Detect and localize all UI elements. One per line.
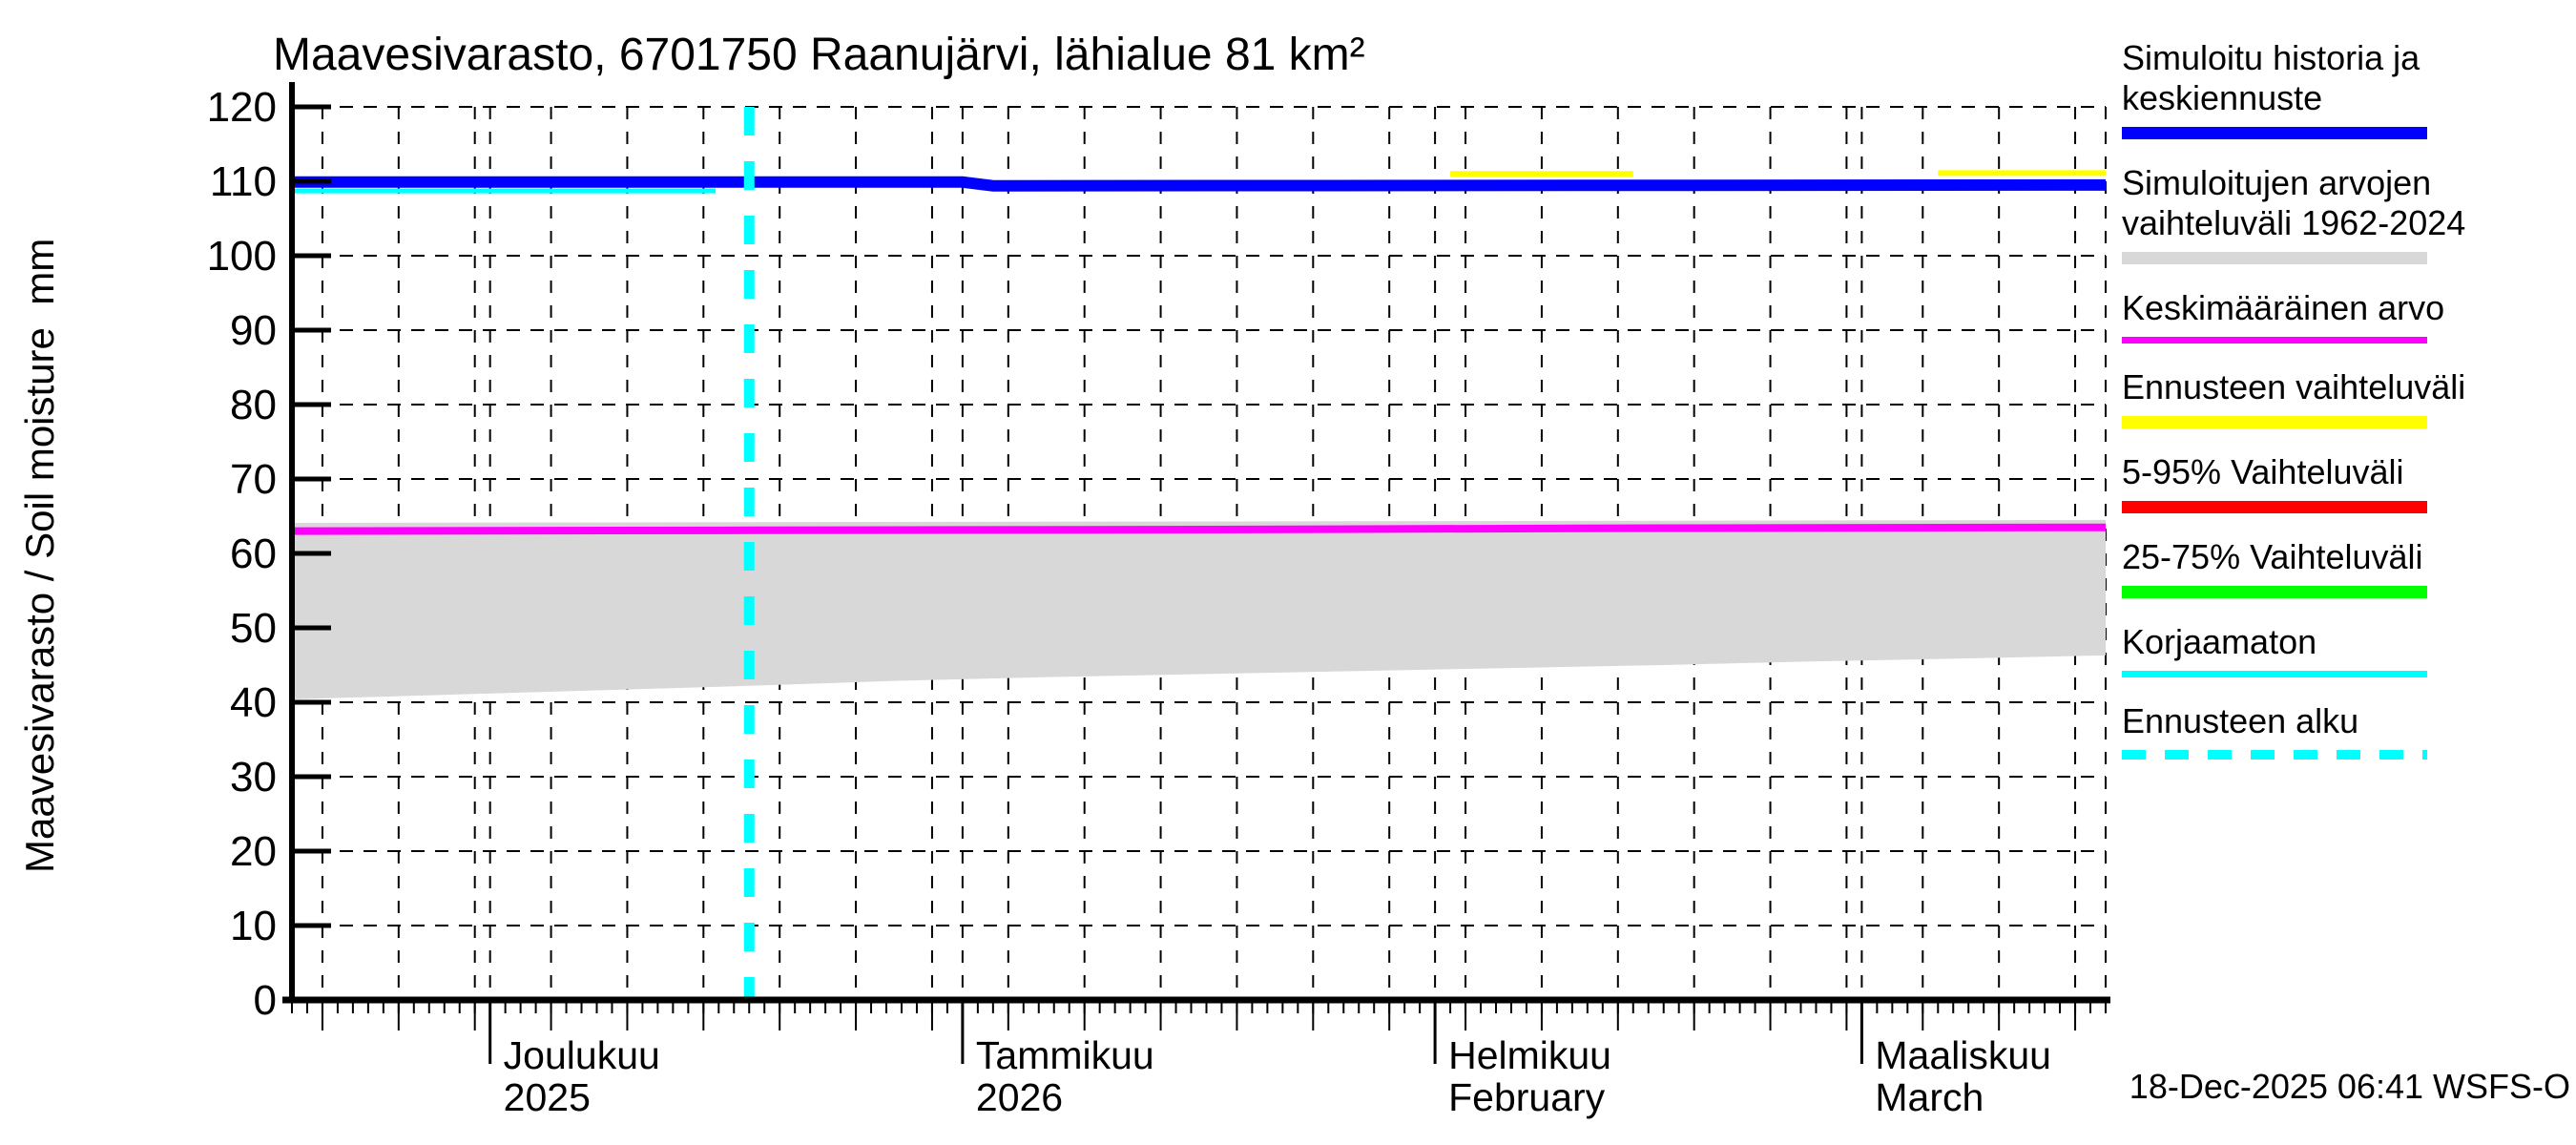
legend-item: Korjaamaton [2122,622,2574,677]
legend-swatch-bar [2122,416,2427,428]
y-tick-label: 100 [207,233,277,280]
y-tick-label: 10 [230,903,277,949]
x-month-sublabel: 2025 [504,1075,591,1119]
x-month-sublabel: February [1448,1075,1606,1119]
mean-value-line [291,523,2107,535]
legend-swatch-dashed [2122,750,2427,760]
y-tick-label: 0 [254,977,277,1024]
chart-title: Maavesivarasto, 6701750 Raanujärvi, lähi… [273,30,1365,80]
y-tick-label: 40 [230,679,277,726]
legend-swatch-bar [2122,586,2427,598]
legend-swatch-bar [2122,501,2427,513]
y-tick-label: 80 [230,382,277,428]
legend-item: Keskimääräinen arvo [2122,288,2574,344]
legend-label: Korjaamaton [2122,622,2317,661]
y-tick-label: 120 [207,84,277,131]
simulated-range-band [292,519,2106,699]
y-tick-label: 70 [230,456,277,503]
x-month-sublabel: March [1875,1075,1984,1119]
legend-item: Ennusteen alku [2122,701,2574,760]
x-month-label: Helmikuu [1448,1033,1611,1077]
y-tick-label: 60 [230,531,277,577]
x-month-sublabel: 2026 [976,1075,1063,1119]
legend-item: Simuloitujen arvojen vaihteluväli 1962-2… [2122,163,2574,264]
legend-label: Ennusteen alku [2122,701,2359,740]
legend-label: 25-75% Vaihteluväli [2122,537,2423,576]
legend-swatch-bar [2122,252,2427,264]
x-month-label: Joulukuu [504,1033,660,1077]
legend-item: 5-95% Vaihteluväli [2122,452,2574,513]
x-month-label: Tammikuu [976,1033,1154,1077]
x-month-label: Maaliskuu [1875,1033,2051,1077]
legend-item: Simuloitu historia ja keskiennuste [2122,38,2574,139]
legend-swatch-line [2122,671,2427,677]
legend-label: Keskimääräinen arvo [2122,288,2445,327]
simulated-history-line [292,176,2107,192]
legend-label: Simuloitu historia ja keskiennuste [2122,38,2420,117]
legend-item: 25-75% Vaihteluväli [2122,537,2574,598]
legend-label: 5-95% Vaihteluväli [2122,452,2404,491]
y-tick-label: 50 [230,605,277,652]
legend-item: Ennusteen vaihteluväli [2122,367,2574,428]
y-tick-label: 90 [230,307,277,354]
legend-label: Simuloitujen arvojen vaihteluväli 1962-2… [2122,163,2466,242]
legend-swatch-line [2122,337,2427,344]
timestamp: 18-Dec-2025 06:41 WSFS-O [2129,1067,2570,1106]
y-tick-label: 20 [230,828,277,875]
y-tick-label: 30 [230,754,277,801]
legend-swatch-bar [2122,127,2427,139]
legend-label: Ennusteen vaihteluväli [2122,367,2466,406]
y-tick-label: 110 [210,158,277,205]
legend: Simuloitu historia ja keskiennuste Simulo… [2122,38,2574,783]
